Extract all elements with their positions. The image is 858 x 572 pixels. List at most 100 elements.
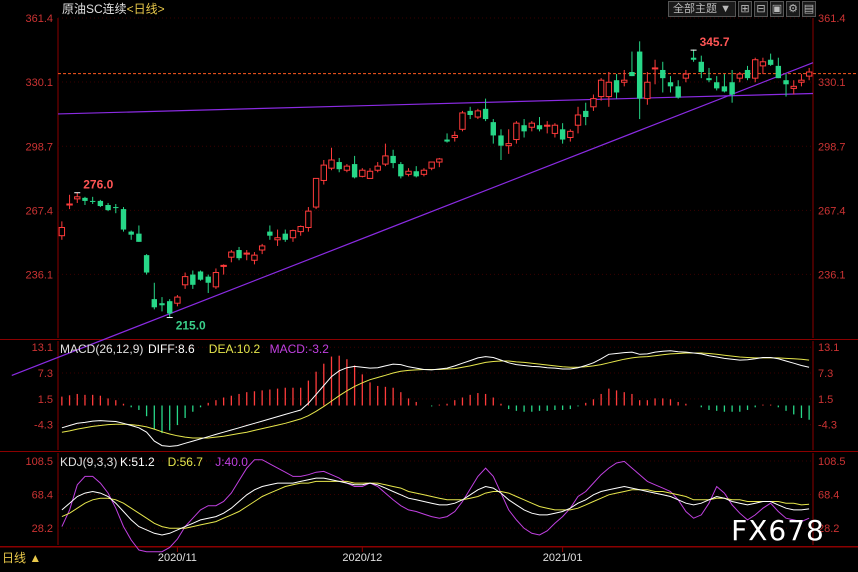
candle-body	[790, 85, 797, 89]
candle-body	[798, 79, 805, 83]
macd-title: MACD(26,12,9)	[60, 342, 143, 356]
k-line	[61, 477, 810, 536]
candle-body	[629, 72, 635, 77]
price-tick-right: 330.1	[818, 77, 846, 89]
zoom-out-icon[interactable]: ⊟	[754, 1, 768, 17]
candle-body	[651, 67, 659, 70]
legend-d: D:56.7	[168, 455, 204, 469]
candle-body	[583, 110, 589, 118]
kdj-tick-left: 28.2	[32, 523, 53, 535]
candle-body	[58, 227, 66, 237]
candle-body	[359, 169, 366, 177]
candle-body	[613, 80, 620, 93]
candle-body	[382, 155, 389, 165]
chevron-down-icon: ▼	[720, 3, 731, 15]
candle-body	[336, 162, 342, 170]
settings-icon[interactable]: ⚙	[786, 1, 800, 17]
price-annotation: 215.0	[176, 319, 206, 333]
candle-body	[228, 251, 235, 258]
candle-body	[366, 170, 374, 179]
price-tick-left: 236.1	[25, 269, 53, 281]
candle-body	[597, 79, 605, 98]
candle-body	[605, 81, 613, 98]
support-trendline	[11, 62, 814, 376]
chart-title: 原油SC连续<日线>	[62, 1, 165, 16]
zoom-in-icon[interactable]: ⊞	[738, 1, 752, 17]
candle-body	[521, 125, 527, 132]
candle-body	[312, 177, 320, 208]
x-tick-label: 2021/01	[543, 552, 583, 564]
candle-body	[675, 86, 681, 98]
kdj-title: KDJ(9,3,3)	[60, 455, 117, 469]
layout-icon[interactable]: ▤	[802, 1, 816, 17]
candle-body	[390, 155, 396, 164]
candle-body	[97, 200, 104, 207]
candle-body	[374, 165, 381, 171]
legend-j: J:40.0	[215, 455, 248, 469]
x-tick-label: 2020/12	[342, 552, 382, 564]
macd-tick-left: -4.3	[34, 420, 53, 432]
diff-line	[61, 350, 810, 447]
candle-body	[551, 124, 559, 134]
candle-body	[805, 71, 813, 77]
candle-body	[444, 139, 450, 142]
candle-body	[644, 81, 651, 100]
candle-body	[667, 82, 674, 87]
candle-body	[413, 171, 419, 177]
theme-select[interactable]: 全部主题 ▼	[668, 1, 736, 17]
macd-tick-right: -4.3	[818, 420, 837, 432]
candle-body	[567, 130, 574, 138]
kdj-tick-right: 108.5	[818, 456, 846, 468]
legend-dea: DEA:10.2	[209, 342, 261, 356]
candle-body	[167, 301, 173, 314]
candle-body	[174, 296, 181, 304]
price-tick-left: 298.7	[25, 141, 53, 153]
candle-body	[706, 78, 712, 81]
kdj-tick-right: 68.4	[818, 489, 839, 501]
candle-body	[212, 272, 220, 288]
period-label[interactable]: <日线>	[127, 2, 165, 16]
price-annotation: 345.7	[700, 35, 730, 49]
candle-body	[113, 207, 119, 209]
candle-body	[197, 271, 204, 280]
candle-body	[682, 73, 690, 79]
candle-body	[459, 112, 466, 130]
candle-body	[343, 165, 351, 171]
candle-body	[243, 252, 250, 255]
candle-body	[482, 108, 489, 120]
candle-body	[136, 233, 142, 242]
candle-body	[698, 61, 704, 73]
candle-body	[128, 231, 134, 235]
candle-body	[759, 61, 767, 67]
candle-body	[474, 110, 482, 118]
period-switch[interactable]: 日线 ▲	[2, 551, 42, 565]
candle-body	[159, 303, 165, 306]
candle-body	[752, 59, 759, 79]
candle-body	[636, 51, 643, 99]
price-tick-right: 267.4	[818, 205, 846, 217]
candle-body	[505, 143, 512, 147]
candle-body	[66, 203, 73, 206]
candle-body	[205, 276, 211, 283]
dea-line	[61, 352, 810, 439]
candle-body	[490, 122, 496, 136]
candle-body	[297, 225, 304, 233]
candle-body	[274, 237, 281, 241]
legend-k: K:51.2	[120, 455, 155, 469]
candle-body	[190, 274, 196, 285]
fullscreen-icon[interactable]: ▣	[770, 1, 784, 17]
candle-body	[289, 230, 297, 239]
candle-body	[398, 164, 404, 177]
price-tick-left: 267.4	[25, 205, 53, 217]
price-tick-right: 361.4	[818, 13, 846, 25]
instrument-name: 原油SC连续	[62, 1, 127, 16]
candle-body	[690, 57, 697, 60]
macd-tick-right: 7.3	[818, 368, 833, 380]
legend-macd: MACD:-3.2	[270, 342, 330, 356]
candle-body	[74, 196, 81, 200]
candle-body	[405, 170, 412, 175]
kdj-tick-left: 108.5	[25, 456, 53, 468]
candle-body	[436, 158, 443, 163]
candle-body	[783, 80, 789, 85]
